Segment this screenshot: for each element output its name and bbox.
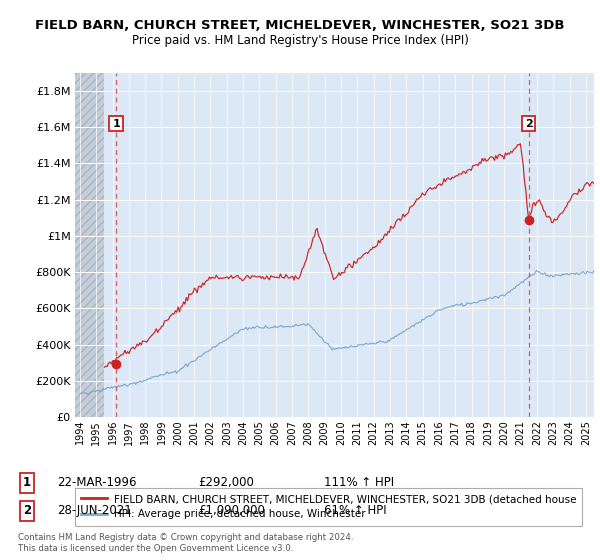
Text: 61% ↑ HPI: 61% ↑ HPI [324,504,386,517]
Text: £292,000: £292,000 [198,476,254,489]
Legend: FIELD BARN, CHURCH STREET, MICHELDEVER, WINCHESTER, SO21 3DB (detached house, HP: FIELD BARN, CHURCH STREET, MICHELDEVER, … [75,488,583,525]
Text: 1: 1 [23,476,31,489]
Text: £1,090,000: £1,090,000 [198,504,265,517]
Text: 111% ↑ HPI: 111% ↑ HPI [324,476,394,489]
Bar [75,73,104,417]
Text: 2: 2 [23,504,31,517]
Text: 22-MAR-1996: 22-MAR-1996 [57,476,137,489]
Text: 2: 2 [524,119,532,129]
Text: Price paid vs. HM Land Registry's House Price Index (HPI): Price paid vs. HM Land Registry's House … [131,34,469,48]
Text: Contains HM Land Registry data © Crown copyright and database right 2024.
This d: Contains HM Land Registry data © Crown c… [18,533,353,553]
Text: 1: 1 [112,119,120,129]
Text: FIELD BARN, CHURCH STREET, MICHELDEVER, WINCHESTER, SO21 3DB: FIELD BARN, CHURCH STREET, MICHELDEVER, … [35,18,565,32]
Text: 28-JUN-2021: 28-JUN-2021 [57,504,132,517]
